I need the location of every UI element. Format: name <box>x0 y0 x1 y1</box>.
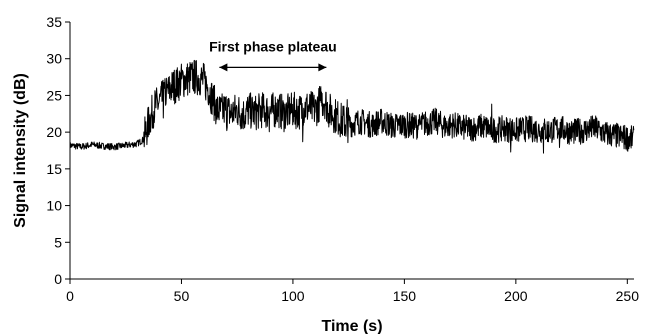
x-tick-label: 0 <box>66 288 74 304</box>
x-tick-label: 250 <box>616 288 640 304</box>
x-tick-label: 50 <box>174 288 190 304</box>
plateau-label: First phase plateau <box>209 38 337 54</box>
x-tick-label: 150 <box>393 288 417 304</box>
x-tick-label: 200 <box>504 288 528 304</box>
arrow-head-right <box>318 63 326 71</box>
y-tick-label: 15 <box>46 161 62 177</box>
arrow-head-left <box>219 63 227 71</box>
signal-series-line <box>70 60 634 153</box>
x-axis: 0 50 100 150 200 250 <box>66 279 639 304</box>
y-tick-label: 35 <box>46 14 62 30</box>
y-tick-label: 25 <box>46 87 62 103</box>
y-tick-label: 5 <box>54 234 62 250</box>
y-tick-label: 30 <box>46 51 62 67</box>
annotation: First phase plateau <box>209 38 337 71</box>
y-tick-label: 20 <box>46 124 62 140</box>
x-tick-label: 100 <box>281 288 305 304</box>
x-axis-title: Time (s) <box>321 318 382 334</box>
y-tick-label: 10 <box>46 198 62 214</box>
y-axis: 0 5 10 15 20 25 30 35 <box>46 14 70 287</box>
y-axis-title: Signal intensity (dB) <box>12 73 29 228</box>
y-tick-label: 0 <box>54 271 62 287</box>
